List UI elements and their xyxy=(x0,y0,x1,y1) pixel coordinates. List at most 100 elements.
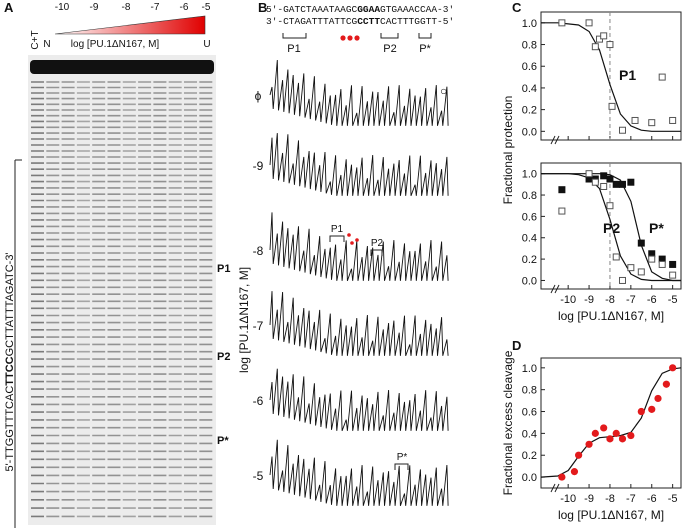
fit-line xyxy=(541,173,681,282)
point xyxy=(669,364,677,372)
plot-frame xyxy=(540,162,682,290)
trace-label: -9 xyxy=(253,159,264,173)
point xyxy=(591,178,599,186)
gradient-wedge xyxy=(54,15,206,35)
y-tick-label: 0.4 xyxy=(522,233,537,245)
traces xyxy=(269,59,449,506)
concentration-label: -5 xyxy=(202,2,211,13)
point xyxy=(558,473,566,481)
gel-lane xyxy=(107,81,121,518)
site-bracket xyxy=(329,235,345,242)
point xyxy=(612,429,620,437)
trace-label: -6 xyxy=(253,394,264,408)
point xyxy=(618,276,626,284)
y-tick-label: 1.0 xyxy=(522,169,537,181)
point xyxy=(637,407,645,416)
trace-label: -8 xyxy=(253,244,264,258)
site-label: P* xyxy=(397,452,408,463)
red-dot xyxy=(354,35,360,41)
gel-lane xyxy=(46,81,60,518)
y-tick-label: 0.4 xyxy=(522,428,537,440)
point xyxy=(570,468,579,476)
point xyxy=(648,119,656,127)
y-tick-label: 0.8 xyxy=(522,385,537,397)
axis-break xyxy=(554,135,560,145)
site-label: P* xyxy=(419,43,431,55)
annotation: P2 xyxy=(603,220,620,236)
concentration-label: -6 xyxy=(180,2,189,13)
strand: 5'-GATCTAAATAAGCGGAAGTGAAACCAA-3' xyxy=(266,4,454,15)
x-tick-label: -10 xyxy=(560,493,576,505)
y-tick-label: 0.6 xyxy=(522,61,537,73)
point xyxy=(627,178,635,186)
y-tick-label: 0.4 xyxy=(522,83,537,95)
x-tick-label: -8 xyxy=(605,294,615,306)
point xyxy=(591,43,599,51)
lane-label: C+T xyxy=(30,30,41,49)
site-label: P1 xyxy=(287,43,300,55)
strand-part: 3'-CTAGATTTATTCG xyxy=(266,16,358,27)
trace-label: -7 xyxy=(253,319,264,333)
y-tick-label: 0.0 xyxy=(522,472,537,484)
site-bracket xyxy=(418,33,432,39)
point xyxy=(627,431,635,440)
red-dot xyxy=(355,238,359,242)
point xyxy=(585,440,593,448)
x-tick-label: -5 xyxy=(668,294,678,306)
fit-line xyxy=(540,367,682,478)
trace xyxy=(269,59,449,126)
point xyxy=(600,424,608,432)
y-tick-label: 0.0 xyxy=(522,275,537,287)
concentration-label: -7 xyxy=(151,2,160,13)
y-tick-label: 0.2 xyxy=(522,254,537,266)
x-tick-label: -7 xyxy=(626,493,636,505)
axis-title: Fractional protection xyxy=(501,96,515,205)
gel-lane xyxy=(122,81,136,518)
gel-lane xyxy=(184,81,197,518)
x-axis-title: log [PU.1ΔN167, M] xyxy=(558,508,664,522)
trace-label: -5 xyxy=(253,469,264,483)
point xyxy=(600,172,608,180)
point xyxy=(637,239,645,247)
axis-break xyxy=(550,135,556,145)
y-tick-label: 0.0 xyxy=(522,126,537,138)
point xyxy=(648,255,656,263)
site-bracket xyxy=(282,33,307,39)
point xyxy=(631,116,639,124)
sequence-part: TTCC xyxy=(4,356,16,385)
x-axis-title: log [PU.1ΔN167, M] xyxy=(558,309,664,323)
panel-letter: C xyxy=(512,0,522,15)
point xyxy=(606,175,614,183)
strand-part: GTGAAACCAA-3' xyxy=(380,4,454,15)
y-tick-label: 0.6 xyxy=(522,407,537,419)
sequence-part: GCTTATTTAGATC-3' xyxy=(4,252,16,356)
gel-lane xyxy=(92,81,106,518)
axis-break xyxy=(554,483,560,493)
site-bracket xyxy=(370,249,383,256)
red-dot xyxy=(347,35,353,41)
point xyxy=(618,435,627,443)
site-label: P2 xyxy=(371,238,384,249)
point xyxy=(558,207,566,215)
panel-letter: D xyxy=(512,338,521,353)
red-dot xyxy=(340,35,346,41)
point xyxy=(669,116,677,124)
point xyxy=(662,380,670,388)
gel-lane xyxy=(76,81,90,518)
gel xyxy=(28,55,216,525)
x-tick-label: -7 xyxy=(626,294,636,306)
point xyxy=(585,19,593,27)
point xyxy=(658,73,666,81)
panel-letter: B xyxy=(258,0,267,15)
axis-break xyxy=(550,284,556,294)
point xyxy=(627,264,635,272)
point xyxy=(637,268,645,276)
plot-frame xyxy=(540,357,682,489)
fit-line xyxy=(541,22,681,132)
point xyxy=(558,186,566,194)
point xyxy=(608,102,616,110)
sequence: 5'-TTGGTTTCACTTCCGCTTATTTAGATC-3' xyxy=(4,252,16,471)
well-band xyxy=(30,60,214,74)
x-tick-label: -9 xyxy=(584,294,594,306)
